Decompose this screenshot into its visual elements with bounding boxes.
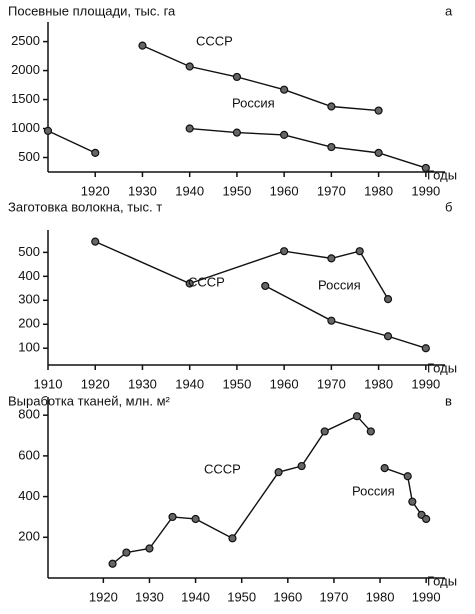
x-tick-label: 1980 xyxy=(366,589,395,604)
data-point xyxy=(380,463,389,473)
series-line xyxy=(264,285,427,349)
y-tick-label: 200 xyxy=(18,529,40,544)
panel-label: б xyxy=(445,199,452,214)
chart-title: Заготовка волокна, тыс. т xyxy=(8,199,162,214)
x-tick-label: 1940 xyxy=(175,376,204,391)
data-point xyxy=(138,41,147,50)
data-point xyxy=(327,102,336,111)
x-tick-label: 1990 xyxy=(411,183,440,198)
data-point xyxy=(185,279,194,288)
x-tick-label: 1970 xyxy=(319,589,348,604)
data-point xyxy=(352,412,362,421)
x-tick-label: 1990 xyxy=(412,589,441,604)
data-point xyxy=(43,126,53,135)
x-tick-label: 1970 xyxy=(317,376,346,391)
x-tick-label: 1980 xyxy=(364,376,393,391)
data-point xyxy=(374,148,383,157)
data-point xyxy=(422,514,431,524)
x-tick-label: 1940 xyxy=(175,183,204,198)
data-point xyxy=(228,534,237,543)
x-tick-label: 1960 xyxy=(273,589,302,604)
data-point xyxy=(185,62,194,71)
x-tick-label: 1940 xyxy=(181,589,210,604)
x-tick-label: 1920 xyxy=(81,376,110,391)
data-point xyxy=(374,106,383,115)
series-label: СССР xyxy=(204,461,241,476)
data-point xyxy=(191,514,200,524)
series-line xyxy=(94,240,389,300)
x-tick-label: 1920 xyxy=(81,183,110,198)
series-line xyxy=(189,127,427,169)
x-tick-label: 1930 xyxy=(128,183,157,198)
data-point xyxy=(280,247,289,256)
data-point xyxy=(168,512,177,522)
data-point xyxy=(261,281,270,291)
series-label: Россия xyxy=(352,483,395,498)
data-point xyxy=(280,130,289,140)
data-point xyxy=(232,72,242,82)
data-point xyxy=(108,559,117,568)
data-point xyxy=(297,461,306,471)
y-tick-label: 400 xyxy=(18,488,40,503)
series-label: СССР xyxy=(196,33,233,48)
data-point xyxy=(421,344,430,353)
y-tick-label: 800 xyxy=(18,407,40,422)
x-tick-label: 1950 xyxy=(227,589,256,604)
data-point xyxy=(232,128,242,137)
x-tick-label: 1930 xyxy=(128,376,157,391)
y-tick-label: 2500 xyxy=(11,33,40,48)
data-point xyxy=(185,124,194,133)
x-tick-label: 1950 xyxy=(222,376,251,391)
data-point xyxy=(408,497,417,506)
series-line xyxy=(47,130,96,154)
data-point xyxy=(355,247,364,256)
data-point xyxy=(327,316,336,325)
data-point xyxy=(274,468,283,477)
y-tick-label: 500 xyxy=(18,244,40,259)
data-point xyxy=(91,237,100,246)
data-point xyxy=(327,254,336,263)
x-axis-title: Годы xyxy=(427,167,457,182)
y-tick-label: 200 xyxy=(18,316,40,331)
series-label: Россия xyxy=(318,277,361,292)
x-tick-label: 1920 xyxy=(89,589,118,604)
x-tick-label: 1910 xyxy=(34,376,63,391)
y-tick-label: 1000 xyxy=(11,120,40,135)
x-axis-title: Годы xyxy=(427,360,457,375)
x-axis-title: Годы xyxy=(427,573,457,588)
series-label: СССР xyxy=(188,274,225,289)
x-tick-label: 1930 xyxy=(135,589,164,604)
x-tick-label: 1950 xyxy=(222,183,251,198)
y-tick-label: 600 xyxy=(18,447,40,462)
panel-label: в xyxy=(445,393,452,408)
y-tick-label: 400 xyxy=(18,268,40,283)
data-point xyxy=(320,427,329,436)
series-line xyxy=(112,415,372,565)
data-point xyxy=(145,544,154,553)
chart-title: Посевные площади, тыс. га xyxy=(8,3,176,18)
data-point xyxy=(91,148,100,157)
x-tick-label: 1990 xyxy=(411,376,440,391)
data-point xyxy=(327,142,336,152)
data-point xyxy=(383,295,393,304)
x-tick-label: 1960 xyxy=(270,183,299,198)
x-tick-label: 1980 xyxy=(364,183,393,198)
data-point xyxy=(421,163,430,173)
panel-label: а xyxy=(445,3,453,18)
series-line xyxy=(142,45,379,112)
y-tick-label: 2000 xyxy=(11,62,40,77)
y-tick-label: 100 xyxy=(18,340,40,355)
y-tick-label: 300 xyxy=(18,292,40,307)
series-label: Россия xyxy=(232,95,275,110)
data-point xyxy=(403,472,412,481)
y-tick-label: 1500 xyxy=(11,91,40,106)
data-point xyxy=(122,548,131,557)
x-tick-label: 1970 xyxy=(317,183,346,198)
data-point xyxy=(383,332,393,341)
y-tick-label: 500 xyxy=(18,149,40,164)
data-point xyxy=(366,427,375,436)
x-tick-label: 1960 xyxy=(270,376,299,391)
data-point xyxy=(280,85,289,94)
